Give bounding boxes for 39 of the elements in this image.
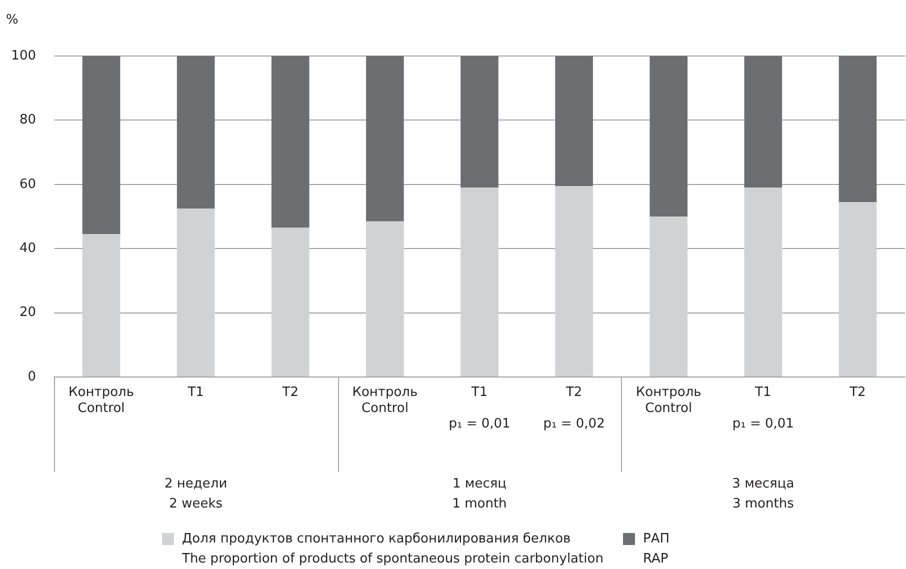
bar bbox=[460, 56, 498, 188]
text: 3 месяца 3 months bbox=[732, 476, 794, 512]
category-label: T1 p₁ = 0,01 bbox=[448, 385, 510, 432]
y-tick-label: 60 bbox=[19, 176, 36, 192]
bar bbox=[838, 202, 877, 376]
y-tick-label: 40 bbox=[19, 240, 36, 256]
bar bbox=[460, 188, 498, 376]
y-tick-label: 0 bbox=[28, 369, 36, 384]
legend-label: Доля продуктов спонтанного карбонилирования белков The proportion of products of spontaneous protein carbonylation bbox=[181, 531, 604, 566]
bar bbox=[555, 56, 593, 186]
x-tick-label: Контроль Control bbox=[636, 385, 702, 416]
bar bbox=[366, 56, 404, 222]
bar bbox=[176, 56, 215, 208]
category-label: T2 p₁ = 0,02 bbox=[543, 385, 605, 432]
text: 1 месяц 1 month bbox=[452, 476, 507, 512]
bar bbox=[650, 56, 688, 216]
x-tick-label: T1 bbox=[186, 385, 204, 400]
text: 2 недели 2 weeks bbox=[164, 476, 228, 512]
bar bbox=[838, 56, 877, 202]
x-tick-label: T2 bbox=[848, 385, 866, 400]
bar bbox=[744, 188, 782, 376]
y-axis-title: % bbox=[6, 12, 18, 28]
bar bbox=[744, 56, 782, 188]
x-tick-label: T2 bbox=[281, 385, 298, 400]
y-tick-label: 80 bbox=[19, 112, 36, 128]
bar bbox=[176, 208, 215, 376]
category-label: T1 p₁ = 0,01 bbox=[732, 385, 794, 432]
bar bbox=[366, 221, 404, 376]
y-tick-label: 100 bbox=[11, 48, 36, 64]
bar bbox=[555, 186, 593, 376]
bar bbox=[271, 56, 310, 228]
x-tick-label: Контроль Control bbox=[68, 385, 134, 416]
bar bbox=[650, 216, 688, 376]
y-tick-label: 20 bbox=[19, 305, 36, 320]
bar bbox=[82, 234, 120, 376]
x-tick-label: Контроль Control bbox=[352, 385, 418, 416]
legend-label: РАП RAP bbox=[643, 531, 670, 566]
bar bbox=[82, 56, 120, 234]
bar bbox=[271, 228, 310, 376]
